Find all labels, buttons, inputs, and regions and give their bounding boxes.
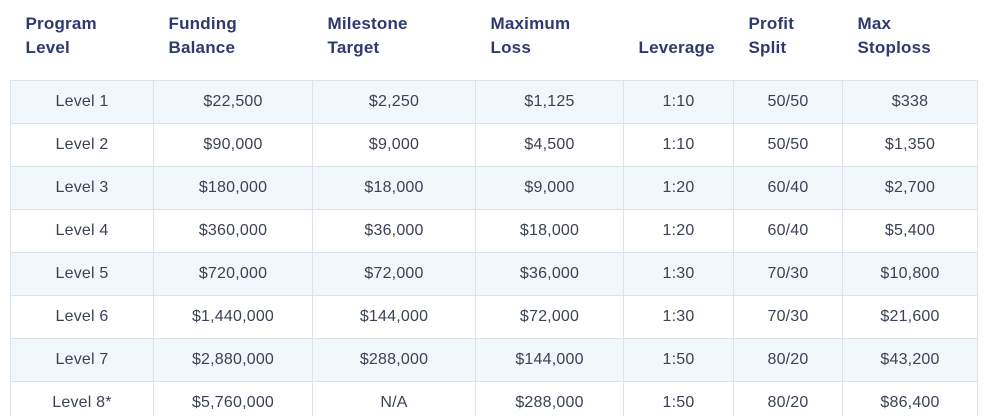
cell-milestone_target: $18,000 xyxy=(312,166,476,210)
cell-leverage: 1:30 xyxy=(623,252,734,296)
cell-program_level: Level 8* xyxy=(10,381,154,416)
cell-milestone_target: $2,250 xyxy=(312,80,476,124)
cell-funding_balance: $720,000 xyxy=(153,252,313,296)
cell-leverage: 1:50 xyxy=(623,381,734,416)
cell-program_level: Level 6 xyxy=(10,295,154,339)
cell-maximum_loss: $9,000 xyxy=(475,166,624,210)
cell-profit_split: 70/30 xyxy=(733,252,843,296)
table-row: Level 4 $360,000 $36,000 $18,000 1:20 60/40 $5… xyxy=(10,209,978,253)
cell-profit_split: 50/50 xyxy=(733,80,843,124)
cell-leverage: 1:20 xyxy=(623,166,734,210)
cell-profit_split: 80/20 xyxy=(733,338,843,382)
cell-funding_balance: $360,000 xyxy=(153,209,313,253)
program-levels-table: Program Level Funding Balance Milestone … xyxy=(10,2,978,416)
cell-max_stoploss: $1,350 xyxy=(842,123,978,167)
cell-profit_split: 80/20 xyxy=(733,381,843,416)
cell-funding_balance: $1,440,000 xyxy=(153,295,313,339)
cell-milestone_target: $72,000 xyxy=(312,252,476,296)
table-row: Level 8* $5,760,000 N/A $288,000 1:50 80/20 $8… xyxy=(10,381,978,416)
cell-milestone_target: N/A xyxy=(312,381,476,416)
cell-profit_split: 70/30 xyxy=(733,295,843,339)
table-row: Level 7 $2,880,000 $288,000 $144,000 1:50 80/… xyxy=(10,338,978,382)
cell-funding_balance: $180,000 xyxy=(153,166,313,210)
cell-maximum_loss: $72,000 xyxy=(475,295,624,339)
column-header-profit-split: Profit Split xyxy=(748,14,795,57)
cell-profit_split: 50/50 xyxy=(733,123,843,167)
cell-profit_split: 60/40 xyxy=(733,166,843,210)
cell-max_stoploss: $2,700 xyxy=(842,166,978,210)
cell-program_level: Level 2 xyxy=(10,123,154,167)
cell-maximum_loss: $18,000 xyxy=(475,209,624,253)
cell-program_level: Level 7 xyxy=(10,338,154,382)
column-header-program-level: Program Level xyxy=(25,14,97,57)
cell-maximum_loss: $1,125 xyxy=(475,80,624,124)
cell-max_stoploss: $43,200 xyxy=(842,338,978,382)
column-header-maximum-loss: Maximum Loss xyxy=(490,14,571,57)
cell-maximum_loss: $288,000 xyxy=(475,381,624,416)
column-header-funding-balance: Funding Balance xyxy=(168,14,237,57)
cell-program_level: Level 5 xyxy=(10,252,154,296)
cell-max_stoploss: $21,600 xyxy=(842,295,978,339)
cell-funding_balance: $2,880,000 xyxy=(153,338,313,382)
column-header-milestone-target: Milestone Target xyxy=(327,14,408,57)
cell-maximum_loss: $4,500 xyxy=(475,123,624,167)
cell-funding_balance: $22,500 xyxy=(153,80,313,124)
cell-leverage: 1:50 xyxy=(623,338,734,382)
cell-milestone_target: $36,000 xyxy=(312,209,476,253)
cell-max_stoploss: $5,400 xyxy=(842,209,978,253)
cell-max_stoploss: $86,400 xyxy=(842,381,978,416)
table-row: Level 2 $90,000 $9,000 $4,500 1:10 50/50 $1,35… xyxy=(10,123,978,167)
cell-milestone_target: $9,000 xyxy=(312,123,476,167)
cell-profit_split: 60/40 xyxy=(733,209,843,253)
cell-leverage: 1:20 xyxy=(623,209,734,253)
cell-maximum_loss: $36,000 xyxy=(475,252,624,296)
table-body: Level 1 $22,500 $2,250 $1,125 1:10 50/50 $338 L… xyxy=(10,80,978,416)
table-row: Level 3 $180,000 $18,000 $9,000 1:20 60/40 $2,… xyxy=(10,166,978,210)
column-header-leverage: Leverage xyxy=(638,38,715,57)
cell-milestone_target: $144,000 xyxy=(312,295,476,339)
table-header-row: Program Level Funding Balance Milestone … xyxy=(11,2,978,81)
table-row: Level 6 $1,440,000 $144,000 $72,000 1:30 70/3… xyxy=(10,295,978,339)
cell-leverage: 1:10 xyxy=(623,80,734,124)
table-row: Level 5 $720,000 $72,000 $36,000 1:30 70/30 $1… xyxy=(10,252,978,296)
cell-funding_balance: $5,760,000 xyxy=(153,381,313,416)
column-header-max-stoploss: Max Stoploss xyxy=(857,14,931,57)
cell-max_stoploss: $338 xyxy=(842,80,978,124)
cell-program_level: Level 3 xyxy=(10,166,154,210)
cell-milestone_target: $288,000 xyxy=(312,338,476,382)
cell-leverage: 1:30 xyxy=(623,295,734,339)
cell-program_level: Level 1 xyxy=(10,80,154,124)
table-row: Level 1 $22,500 $2,250 $1,125 1:10 50/50 $338 xyxy=(10,80,978,124)
cell-maximum_loss: $144,000 xyxy=(475,338,624,382)
cell-program_level: Level 4 xyxy=(10,209,154,253)
cell-leverage: 1:10 xyxy=(623,123,734,167)
cell-max_stoploss: $10,800 xyxy=(842,252,978,296)
cell-funding_balance: $90,000 xyxy=(153,123,313,167)
